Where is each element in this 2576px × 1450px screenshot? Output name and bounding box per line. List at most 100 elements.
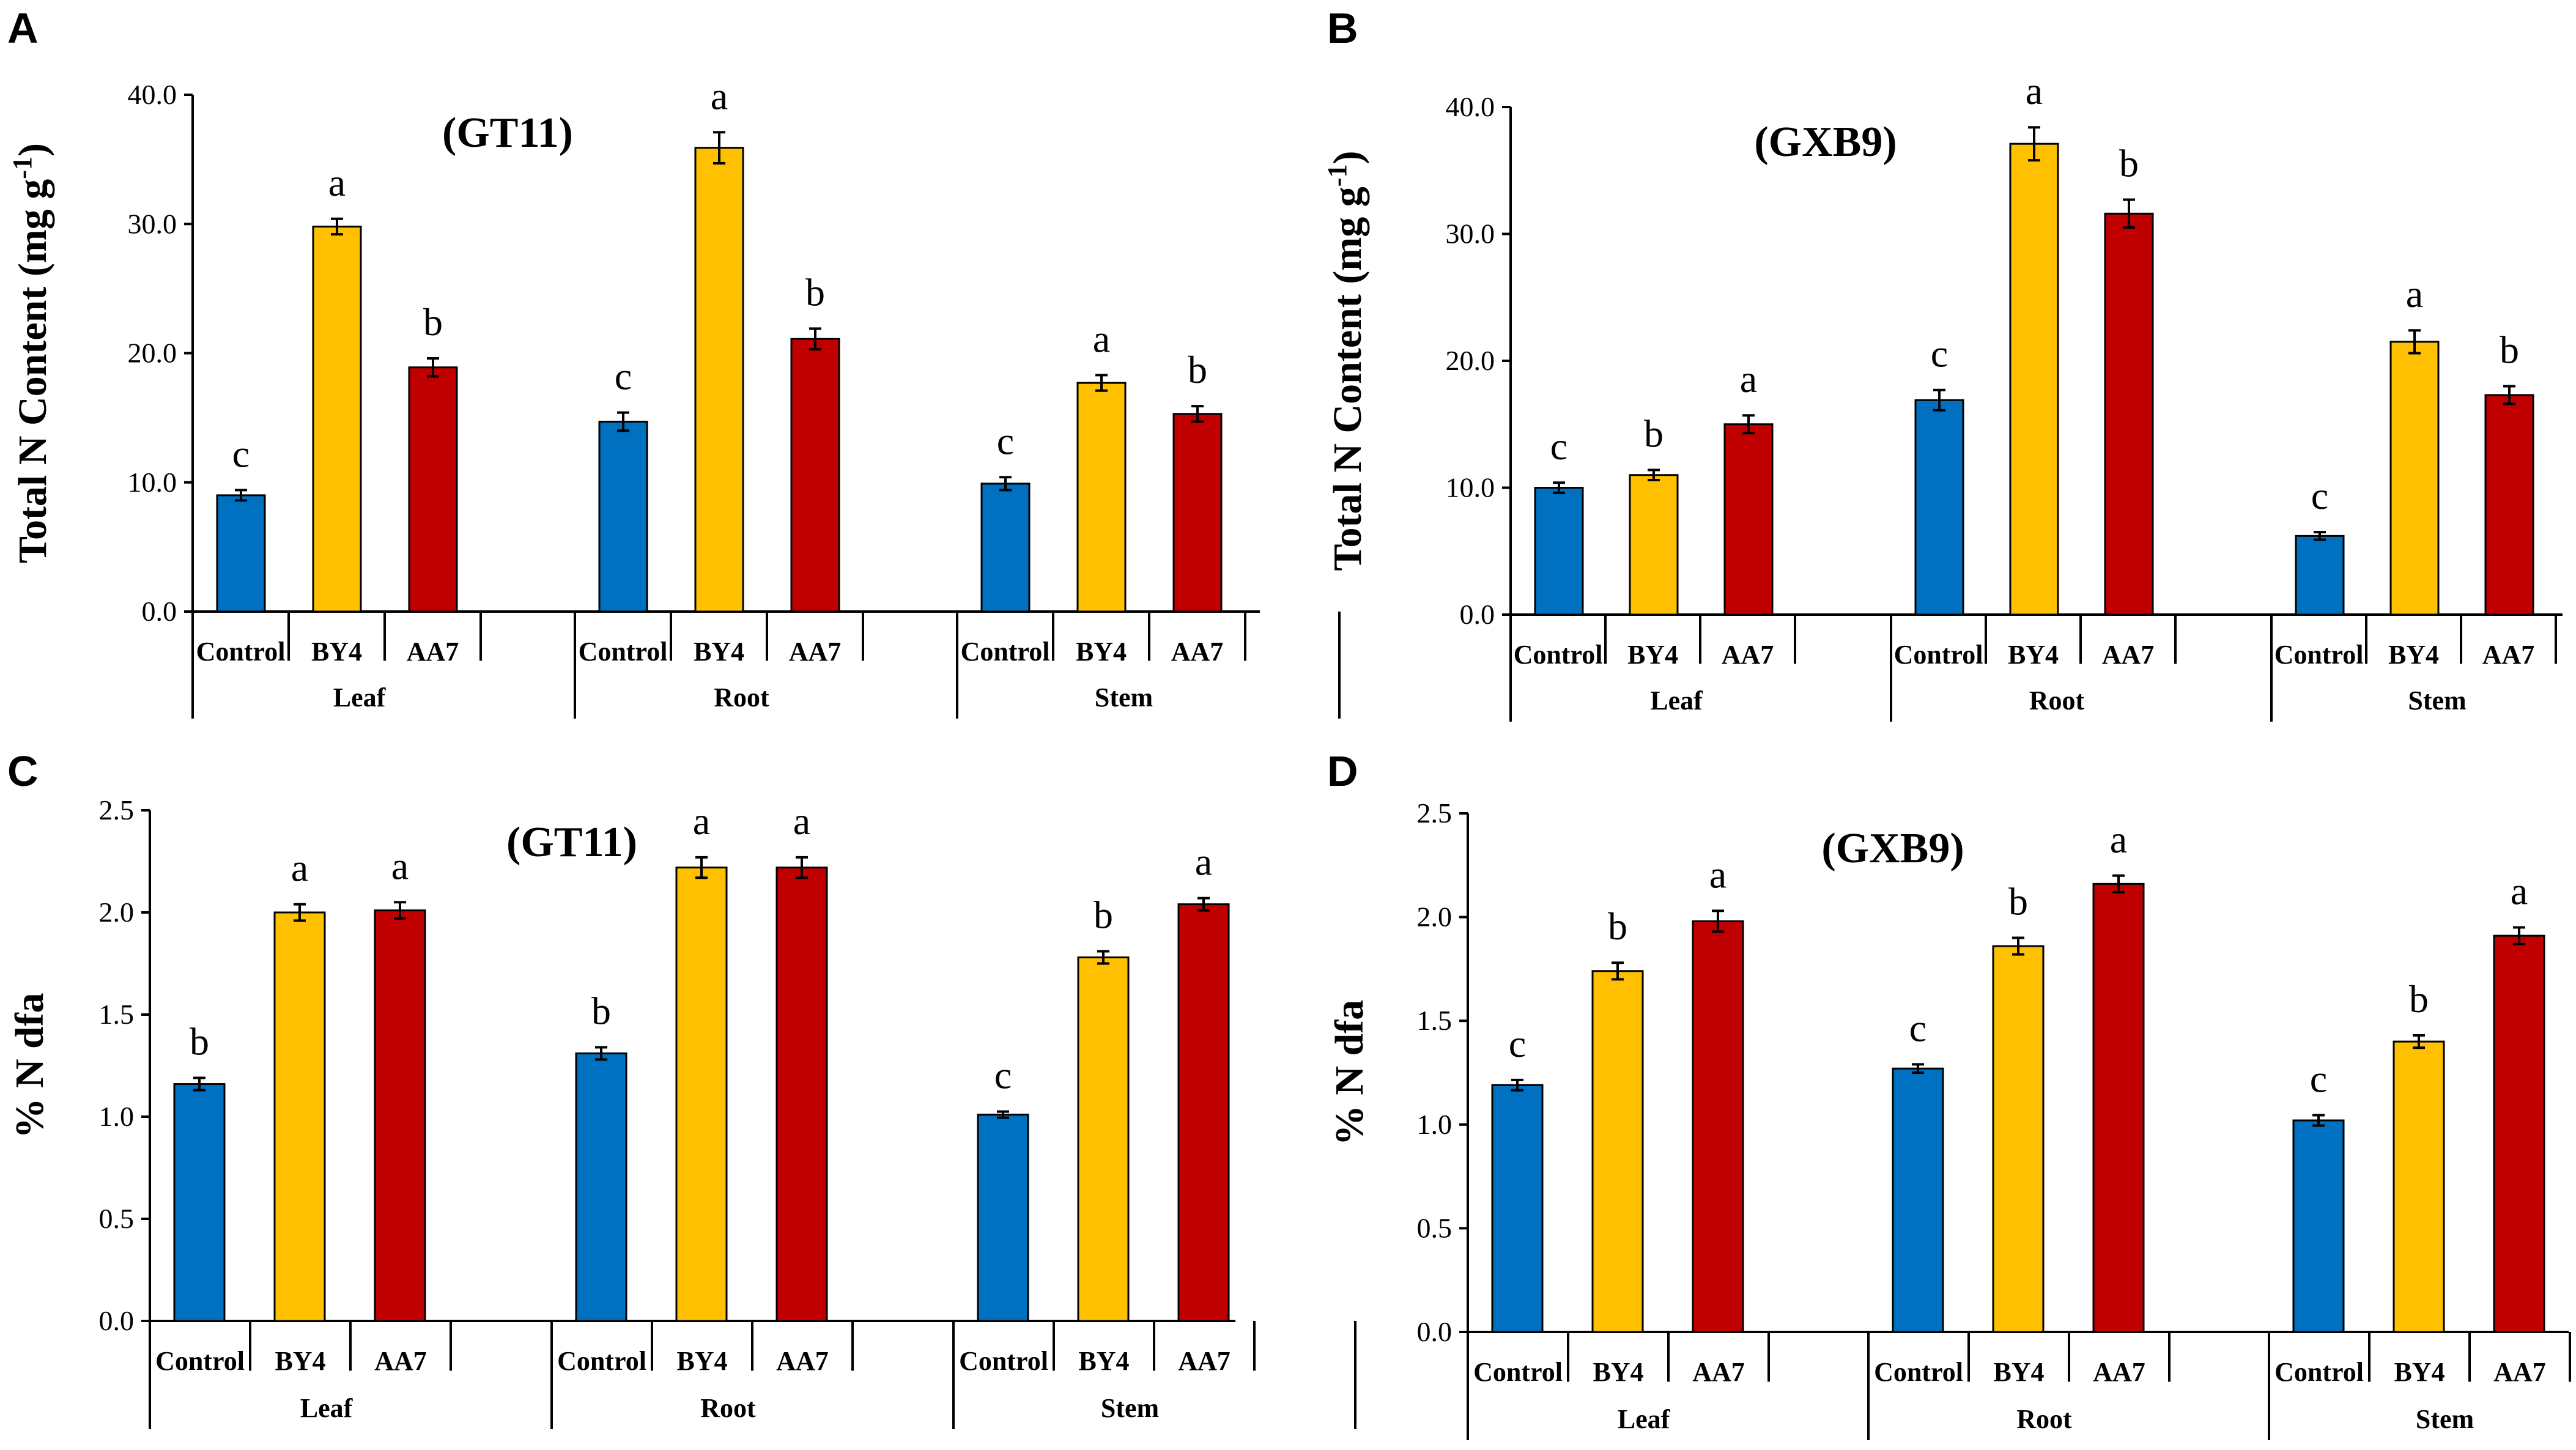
significance-letter-stem-by4: b bbox=[2409, 977, 2429, 1021]
category-label-by4: BY4 bbox=[1076, 637, 1127, 667]
error-bar-leaf-by4 bbox=[331, 217, 343, 236]
category-label-aa7: AA7 bbox=[1178, 1346, 1231, 1376]
error-bar-stem-control bbox=[999, 476, 1012, 492]
bar-leaf-by4 bbox=[1629, 474, 1679, 616]
category-label-by4: BY4 bbox=[275, 1346, 325, 1376]
group-label-root: Root bbox=[2029, 686, 2085, 716]
bar-leaf-by4 bbox=[312, 225, 362, 613]
error-bar-stem-by4 bbox=[2408, 329, 2421, 355]
group-label-leaf: Leaf bbox=[333, 682, 387, 712]
bar-root-aa7 bbox=[775, 867, 828, 1322]
y-tick-label: 0.5 bbox=[1417, 1212, 1453, 1243]
panel-letter: B bbox=[1327, 4, 1358, 52]
bar-leaf-by4 bbox=[1591, 970, 1644, 1333]
bar-stem-aa7 bbox=[2493, 934, 2545, 1333]
error-bar-leaf-aa7 bbox=[394, 901, 406, 920]
error-bar-root-control bbox=[1912, 1063, 1924, 1074]
category-label-control: Control bbox=[196, 637, 286, 667]
error-bar-leaf-control bbox=[1553, 481, 1565, 494]
y-tick-label: 30.0 bbox=[128, 208, 177, 239]
bar-leaf-aa7 bbox=[374, 909, 426, 1322]
significance-letter-root-control: c bbox=[1931, 332, 1948, 375]
chart-panel-a: A (GT11) Total N Content (mg g-1) 0.0 10.0 20… bbox=[7, 4, 1341, 719]
category-label-aa7: AA7 bbox=[1171, 637, 1224, 667]
error-bar-root-aa7 bbox=[2123, 198, 2135, 229]
y-tick-label: 2.5 bbox=[99, 794, 135, 826]
significance-letter-leaf-by4: b bbox=[1644, 412, 1664, 455]
category-label-aa7: AA7 bbox=[374, 1346, 427, 1376]
significance-letter-leaf-by4: b bbox=[1608, 904, 1627, 948]
significance-letter-stem-control: c bbox=[994, 1054, 1012, 1097]
significance-letter-leaf-aa7: a bbox=[1709, 853, 1727, 896]
category-label-by4: BY4 bbox=[676, 1346, 727, 1376]
bar-stem-control bbox=[2292, 1119, 2345, 1333]
y-tick-label: 1.5 bbox=[1417, 1005, 1453, 1036]
bar-root-control bbox=[575, 1052, 627, 1322]
bar-root-aa7 bbox=[2092, 882, 2145, 1333]
bar-root-by4 bbox=[2009, 142, 2059, 616]
category-label-control: Control bbox=[1473, 1357, 1563, 1387]
group-label-root: Root bbox=[714, 682, 769, 712]
error-bar-stem-control bbox=[2314, 531, 2326, 541]
category-label-by4: BY4 bbox=[1593, 1357, 1643, 1387]
bar-stem-by4 bbox=[1077, 956, 1130, 1322]
chart-title: (GT11) bbox=[442, 109, 573, 157]
y-tick-label: 2.5 bbox=[1417, 797, 1453, 829]
bar-stem-aa7 bbox=[1177, 903, 1230, 1322]
error-bar-stem-by4 bbox=[1097, 950, 1109, 965]
significance-letter-root-aa7: b bbox=[2119, 141, 2139, 185]
bar-stem-control bbox=[2295, 535, 2345, 616]
bar-leaf-aa7 bbox=[1692, 920, 1744, 1333]
category-label-control: Control bbox=[961, 637, 1050, 667]
y-tick-label: 1.5 bbox=[99, 999, 135, 1030]
error-bar-stem-by4 bbox=[2413, 1034, 2425, 1049]
bar-root-aa7 bbox=[790, 338, 840, 613]
significance-letter-leaf-control: c bbox=[1509, 1022, 1526, 1065]
significance-letter-root-aa7: b bbox=[805, 270, 825, 314]
significance-letter-stem-by4: a bbox=[2406, 272, 2423, 316]
category-label-aa7: AA7 bbox=[2493, 1357, 2546, 1387]
category-label-aa7: AA7 bbox=[407, 637, 459, 667]
y-tick-label: 20.0 bbox=[128, 338, 177, 369]
bar-stem-control bbox=[980, 483, 1031, 613]
bar-leaf-control bbox=[1491, 1084, 1544, 1333]
significance-letter-stem-by4: b bbox=[1094, 893, 1113, 936]
significance-letter-stem-control: c bbox=[2310, 1057, 2327, 1101]
panel-letter: D bbox=[1327, 747, 1358, 795]
error-bar-stem-aa7 bbox=[1191, 405, 1204, 423]
y-tick-label: 30.0 bbox=[1446, 218, 1495, 250]
category-label-aa7: AA7 bbox=[2093, 1357, 2145, 1387]
chart-title: (GT11) bbox=[506, 819, 637, 866]
category-label-aa7: AA7 bbox=[776, 1346, 829, 1376]
significance-letter-stem-control: c bbox=[997, 419, 1014, 462]
y-tick-label: 10.0 bbox=[1446, 472, 1495, 503]
chart-panel-d: D (GXB9) % N dfa 0.0 0.5 1.0 1.5 2.0 2.5 Leaf c Con… bbox=[1327, 747, 2571, 1440]
significance-letter-root-control: c bbox=[615, 355, 632, 398]
error-bar-stem-aa7 bbox=[2503, 385, 2515, 405]
bar-stem-aa7 bbox=[2484, 394, 2534, 616]
category-label-control: Control bbox=[1514, 640, 1603, 670]
error-bar-stem-control bbox=[2312, 1114, 2325, 1127]
error-bar-leaf-aa7 bbox=[1742, 414, 1755, 435]
bar-leaf-control bbox=[1534, 487, 1584, 616]
y-tick-label: 1.0 bbox=[99, 1101, 135, 1132]
category-label-control: Control bbox=[1894, 640, 1983, 670]
y-axis-title: % N dfa bbox=[1327, 1000, 1372, 1145]
error-bar-root-control bbox=[617, 411, 629, 432]
category-label-by4: BY4 bbox=[2388, 640, 2439, 670]
significance-letter-root-aa7: a bbox=[793, 799, 810, 843]
bar-root-control bbox=[598, 420, 648, 613]
y-tick-label: 0.0 bbox=[1460, 599, 1495, 630]
error-bar-root-by4 bbox=[2028, 126, 2040, 162]
error-bar-root-aa7 bbox=[796, 856, 808, 879]
panel-letter: A bbox=[7, 4, 39, 52]
significance-letter-leaf-aa7: b bbox=[423, 300, 443, 344]
bar-leaf-aa7 bbox=[408, 366, 458, 613]
significance-letter-leaf-by4: a bbox=[328, 161, 346, 204]
significance-letter-stem-by4: a bbox=[1093, 317, 1110, 360]
bar-root-by4 bbox=[694, 147, 744, 613]
group-label-stem: Stem bbox=[1101, 1393, 1159, 1423]
category-label-aa7: AA7 bbox=[2102, 640, 2155, 670]
bar-root-control bbox=[1892, 1067, 1944, 1333]
category-label-by4: BY4 bbox=[2008, 640, 2059, 670]
